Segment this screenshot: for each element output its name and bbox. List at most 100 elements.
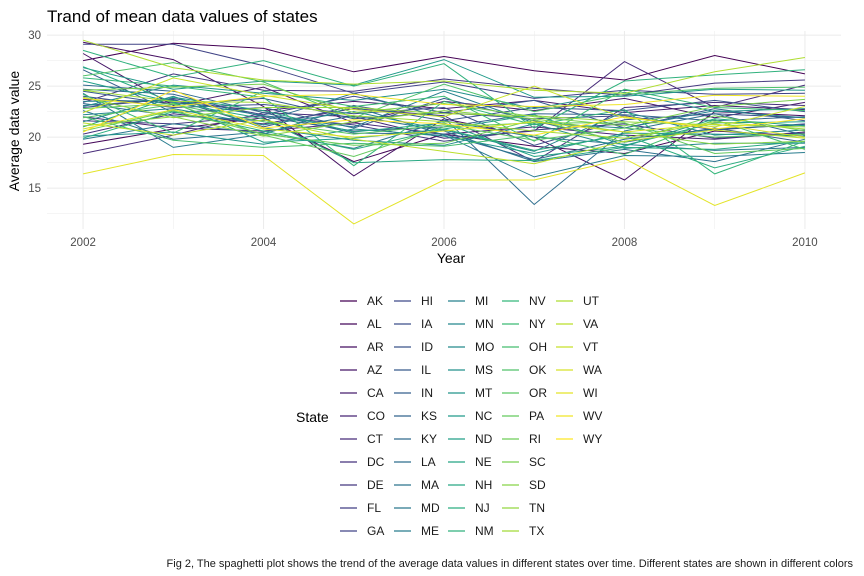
- legend-item-mi: MI: [448, 294, 488, 308]
- series-line-mi: [83, 90, 805, 129]
- legend-label: AK: [367, 294, 383, 308]
- legend-label: AR: [367, 340, 384, 354]
- x-tick-label: 2002: [70, 237, 96, 249]
- legend-item-wi: WI: [556, 386, 598, 400]
- legend-item-mt: MT: [448, 386, 493, 400]
- x-tick-label: 2008: [612, 237, 638, 249]
- legend-item-az: AZ: [340, 363, 382, 377]
- legend-item-hi: HI: [394, 294, 433, 308]
- legend-item-ri: RI: [502, 432, 541, 446]
- series-line-wy: [82, 89, 805, 136]
- legend-item-ma: MA: [394, 478, 439, 492]
- legend-item-nj: NJ: [448, 501, 490, 515]
- series-line-nv: [83, 77, 806, 175]
- y-tick-label: 25: [28, 81, 41, 93]
- legend-item-me: ME: [394, 524, 439, 538]
- legend-item-il: IL: [394, 363, 431, 377]
- legend-label: NJ: [475, 501, 490, 515]
- legend-label: TX: [529, 524, 544, 538]
- legend-label: MT: [475, 386, 493, 400]
- legend-label: MA: [421, 478, 439, 492]
- legend-item-fl: FL: [340, 501, 381, 515]
- legend-item-nm: NM: [448, 524, 494, 538]
- series-line-sd: [83, 110, 805, 145]
- legend-label: CA: [367, 386, 384, 400]
- legend-label: DE: [367, 478, 384, 492]
- legend-label: SD: [529, 478, 546, 492]
- legend-label: SC: [529, 455, 546, 469]
- legend-label: IL: [421, 363, 431, 377]
- legend-item-wv: WV: [556, 409, 602, 423]
- legend-item-wa: WA: [556, 363, 602, 377]
- legend-item-ky: KY: [394, 432, 437, 446]
- legend-item-or: OR: [502, 386, 547, 400]
- y-tick-label: 15: [28, 183, 41, 195]
- legend-label: RI: [529, 432, 541, 446]
- legend-label: KY: [421, 432, 437, 446]
- legend-label: CT: [367, 432, 384, 446]
- series-line-ct: [83, 61, 806, 154]
- legend-label: IA: [421, 317, 432, 331]
- y-axis-ticks: 15 20 25 30: [28, 30, 41, 195]
- legend-item-co: CO: [340, 409, 385, 423]
- legend-item-sc: SC: [502, 455, 546, 469]
- legend-label: AZ: [367, 363, 382, 377]
- legend-label: LA: [421, 455, 436, 469]
- legend-item-tx: TX: [502, 524, 544, 538]
- series-line-va: [83, 119, 805, 165]
- legend-label: HI: [421, 294, 433, 308]
- x-tick-label: 2006: [431, 237, 457, 249]
- legend-label: TN: [529, 501, 545, 515]
- y-tick-label: 30: [28, 30, 41, 42]
- legend-label: MO: [475, 340, 494, 354]
- legend-label: OR: [529, 386, 547, 400]
- series-line-wa: [82, 109, 805, 138]
- legend-item-in: IN: [394, 386, 433, 400]
- legend-label: ID: [421, 340, 433, 354]
- x-axis-ticks: 2002 2004 2006 2008 2010: [70, 237, 817, 249]
- series-line-ga: [83, 43, 805, 99]
- legend-item-ne: NE: [448, 455, 492, 469]
- series-line-nh: [82, 66, 805, 164]
- legend-item-dc: DC: [340, 455, 385, 469]
- legend-item-ny: NY: [502, 317, 546, 331]
- legend-label: WV: [583, 409, 602, 423]
- legend-item-nv: NV: [502, 294, 546, 308]
- legend-item-mn: MN: [448, 317, 494, 331]
- legend-label: ME: [421, 524, 439, 538]
- series-line-ut: [82, 39, 805, 94]
- series-line-la: [83, 92, 806, 206]
- chart-title: Trand of mean data values of states: [47, 7, 318, 26]
- legend-title: State: [296, 409, 329, 425]
- legend-label: PA: [529, 409, 544, 423]
- legend-label: GA: [367, 524, 384, 538]
- x-tick-label: 2010: [792, 237, 818, 249]
- legend-label: ND: [475, 432, 493, 446]
- series-line-oh: [82, 116, 806, 156]
- figure-caption: Fig 2, The spaghetti plot shows the tren…: [167, 558, 854, 570]
- legend-item-pa: PA: [502, 409, 544, 423]
- legend-label: MS: [475, 363, 493, 377]
- series-line-ny: [82, 88, 805, 142]
- legend-label: NY: [529, 317, 546, 331]
- legend-label: VT: [583, 340, 599, 354]
- legend-label: MN: [475, 317, 494, 331]
- legend-item-va: VA: [556, 317, 598, 331]
- legend-label: WI: [583, 386, 598, 400]
- legend-label: KS: [421, 409, 437, 423]
- legend-item-al: AL: [340, 317, 382, 331]
- legend: AK AL AR AZ CA CO CT DC DE FL GA HI IA ID IL IN KS KY LA MA…: [340, 294, 602, 538]
- series-line-wi: [82, 153, 806, 225]
- legend-label: NH: [475, 478, 492, 492]
- y-tick-label: 20: [28, 132, 41, 144]
- legend-item-ar: AR: [340, 340, 384, 354]
- legend-label: MD: [421, 501, 440, 515]
- legend-label: DC: [367, 455, 385, 469]
- legend-item-ak: AK: [340, 294, 383, 308]
- legend-label: UT: [583, 294, 600, 308]
- series-line-ky: [83, 84, 805, 161]
- legend-label: WA: [583, 363, 602, 377]
- legend-item-ok: OK: [502, 363, 546, 377]
- legend-label: NC: [475, 409, 493, 423]
- legend-item-nd: ND: [448, 432, 493, 446]
